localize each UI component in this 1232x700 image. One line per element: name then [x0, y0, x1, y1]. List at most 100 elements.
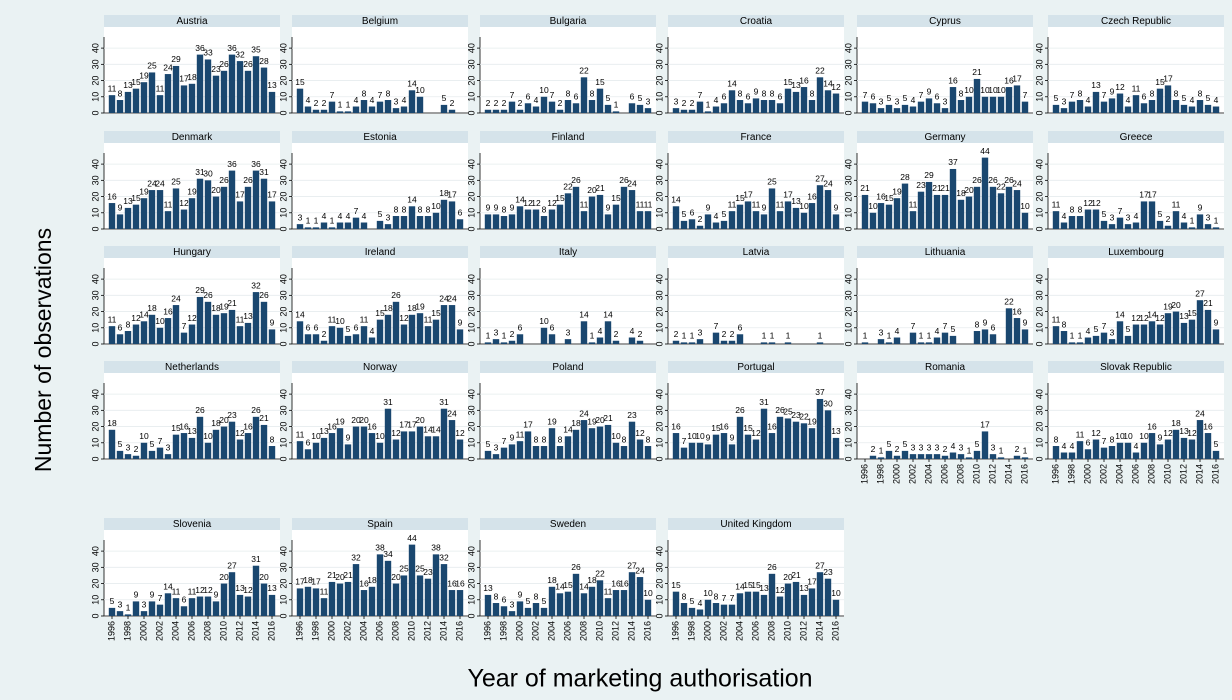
panel-title: Greece	[1120, 132, 1153, 143]
y-tick-label: 20	[90, 192, 100, 202]
value-label: 11	[1076, 429, 1085, 439]
bar	[628, 190, 636, 229]
value-label: 11	[156, 83, 165, 93]
value-label: 17	[267, 190, 277, 200]
bar	[768, 433, 776, 459]
bar	[140, 321, 148, 344]
value-label: 6	[738, 323, 743, 333]
value-label: 22	[996, 182, 1006, 192]
bar	[941, 194, 949, 229]
value-label: 8	[534, 434, 539, 444]
y-tick-label: 30	[90, 59, 100, 69]
value-label: 9	[150, 590, 155, 600]
value-label: 7	[911, 321, 916, 331]
y-tick-label: 40	[278, 274, 288, 284]
bar	[156, 327, 164, 344]
value-label: 7	[158, 436, 163, 446]
value-label: 9	[983, 318, 988, 328]
value-label: 6	[354, 323, 359, 333]
x-tick-label: 2000	[702, 621, 712, 641]
bar	[628, 421, 636, 459]
value-label: 7	[1023, 90, 1028, 100]
bar	[824, 190, 832, 229]
y-tick-label: 0	[654, 226, 664, 231]
bar	[909, 332, 917, 344]
x-tick-label: 2000	[514, 621, 524, 641]
bar	[1188, 227, 1196, 229]
y-tick-label: 0	[466, 110, 476, 115]
y-tick-label: 20	[278, 307, 288, 317]
bar	[620, 590, 628, 616]
bar	[1092, 439, 1100, 459]
bar	[1084, 449, 1092, 459]
y-tick-label: 10	[466, 323, 476, 333]
panel-title: Austria	[176, 16, 208, 27]
bar	[981, 96, 989, 113]
value-label: 9	[606, 203, 611, 213]
value-label: 3	[394, 96, 399, 106]
value-label: 20	[391, 572, 401, 582]
value-label: 23	[211, 64, 221, 74]
value-label: 3	[1110, 327, 1115, 337]
bar	[644, 108, 652, 113]
x-tick-label: 2016	[266, 621, 276, 641]
value-label: 30	[203, 169, 213, 179]
x-tick-label: 2006	[939, 464, 949, 484]
y-tick-label: 40	[278, 546, 288, 556]
value-label: 38	[375, 543, 385, 553]
value-label: 21	[940, 183, 950, 193]
bar	[636, 340, 644, 344]
x-tick-label: 2012	[1178, 464, 1188, 484]
value-label: 1	[887, 331, 892, 341]
bar	[680, 447, 688, 459]
bar	[140, 611, 148, 616]
bar	[776, 211, 784, 229]
value-label: 8	[542, 434, 547, 444]
value-label: 18	[211, 303, 221, 313]
bar	[816, 398, 824, 459]
x-tick-label: 2008	[390, 621, 400, 641]
y-tick-label: 30	[278, 290, 288, 300]
value-label: 18	[587, 575, 597, 585]
value-label: 13	[1091, 80, 1101, 90]
bar	[572, 186, 580, 229]
bar	[376, 319, 384, 344]
y-tick-label: 30	[90, 290, 100, 300]
value-label: 4	[534, 95, 539, 105]
value-label: 7	[698, 90, 703, 100]
x-tick-label: 2006	[750, 621, 760, 641]
bar	[644, 211, 652, 229]
x-tick-label: 2008	[955, 464, 965, 484]
bar	[540, 607, 548, 616]
y-tick-label: 20	[654, 422, 664, 432]
x-tick-label: 2010	[782, 621, 792, 641]
y-tick-label: 40	[1034, 389, 1044, 399]
bar	[580, 593, 588, 616]
value-label: 13	[243, 311, 253, 321]
bar	[596, 194, 604, 229]
bar	[768, 573, 776, 616]
y-tick-label: 0	[278, 341, 288, 346]
bar	[949, 168, 957, 229]
value-label: 2	[682, 98, 687, 108]
y-tick-label: 20	[654, 76, 664, 86]
y-tick-label: 20	[90, 307, 100, 317]
value-label: 13	[1179, 426, 1189, 436]
value-label: 24	[1012, 178, 1022, 188]
bar	[636, 104, 644, 113]
value-label: 14	[727, 79, 737, 89]
value-label: 4	[1190, 95, 1195, 105]
bar	[188, 198, 196, 229]
panel-header	[292, 15, 468, 27]
bar	[917, 454, 925, 459]
value-label: 1	[306, 216, 311, 226]
value-label: 8	[1150, 88, 1155, 98]
bar	[760, 214, 768, 229]
bar	[572, 429, 580, 459]
bar	[784, 583, 792, 616]
bar	[484, 342, 492, 344]
value-label: 16	[243, 421, 253, 431]
x-tick-label: 2004	[170, 621, 180, 641]
bar	[784, 201, 792, 229]
bar	[1021, 212, 1029, 229]
